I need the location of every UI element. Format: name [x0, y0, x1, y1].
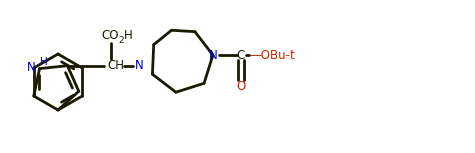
Text: 2: 2 [118, 36, 124, 45]
Text: H: H [39, 57, 48, 67]
Text: O: O [236, 80, 246, 93]
Text: C: C [237, 49, 245, 62]
Text: H: H [124, 29, 132, 42]
Text: CH: CH [107, 59, 124, 72]
Text: N: N [27, 61, 36, 74]
Text: —OBu-t: —OBu-t [249, 49, 294, 62]
Text: N: N [135, 59, 144, 72]
Text: CO: CO [102, 29, 119, 42]
Text: N: N [209, 49, 217, 62]
